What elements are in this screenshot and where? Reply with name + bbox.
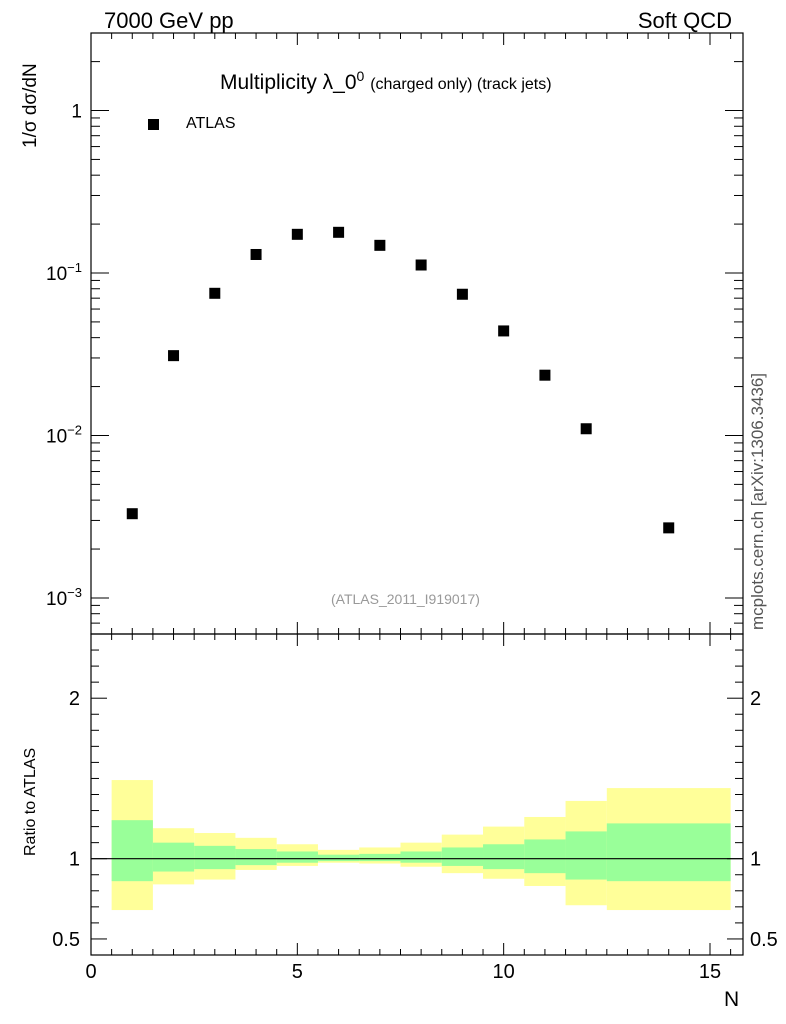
data-point-atlas — [126, 508, 138, 520]
side-reference-label: mcplots.cern.ch [arXiv:1306.3436] — [748, 372, 767, 630]
y-tick-label: 10−1 — [46, 260, 82, 285]
x-tick-label: 15 — [699, 961, 721, 983]
data-point-atlas — [498, 325, 510, 337]
ratio-y-tick-label-left: 0.5 — [52, 929, 80, 951]
ratio-band-inner — [565, 831, 607, 880]
ratio-y-tick-label-right: 0.5 — [750, 929, 778, 951]
ratio-band-inner — [317, 854, 360, 862]
chart-title-main: Multiplicity λ_0 — [220, 71, 357, 94]
ratio-band-inner — [606, 823, 731, 882]
legend-marker-atlas — [148, 119, 159, 130]
ratio-y-tick-label-right: 2 — [750, 688, 761, 710]
data-point-atlas — [580, 423, 592, 435]
ratio-band-inner — [276, 851, 318, 863]
ratio-y-tick-label-left: 2 — [69, 688, 80, 710]
top-y-axis-label: 1/σ dσ/dN — [20, 63, 41, 148]
ratio-band-inner — [524, 839, 566, 874]
ratio-band-inner — [235, 849, 277, 866]
y-tick-label: 1 — [71, 102, 82, 123]
legend-entry-atlas: ATLAS — [186, 115, 236, 132]
ratio-y-axis-label: Ratio to ATLAS — [22, 747, 39, 856]
header-left-label: 7000 GeV pp — [104, 8, 234, 33]
ratio-band-inner — [111, 820, 153, 882]
data-point-atlas — [291, 228, 303, 240]
chart-title: Multiplicity λ_00 (charged only) (track … — [220, 68, 552, 95]
analysis-reference-label: (ATLAS_2011_I919017) — [331, 591, 480, 607]
data-point-atlas — [333, 226, 345, 238]
data-point-atlas — [415, 259, 427, 271]
data-point-atlas — [168, 350, 180, 362]
y-tick-label: 10−3 — [46, 585, 82, 610]
data-point-atlas — [250, 248, 262, 260]
data-point-atlas — [663, 522, 675, 534]
data-point-atlas — [374, 239, 386, 251]
data-point-atlas — [456, 288, 468, 300]
chart-title-sup: 0 — [356, 68, 365, 84]
x-axis-label: N — [724, 988, 740, 1011]
ratio-band-inner — [194, 845, 236, 870]
x-tick-label: 5 — [292, 961, 303, 983]
header-right-label: Soft QCD — [637, 8, 732, 33]
x-tick-label: 10 — [493, 961, 515, 983]
chart-title-sub: (charged only) (track jets) — [370, 76, 552, 93]
x-tick-label: 0 — [85, 961, 96, 983]
data-point-atlas — [539, 369, 551, 381]
ratio-band-inner — [441, 847, 484, 866]
y-tick-label: 10−2 — [46, 422, 82, 447]
ratio-y-tick-label-left: 1 — [69, 849, 80, 871]
ratio-band-inner — [359, 853, 401, 862]
ratio-y-tick-label-right: 1 — [750, 849, 761, 871]
ratio-band-inner — [152, 842, 195, 872]
ratio-band-inner — [483, 844, 525, 870]
data-point-atlas — [209, 287, 221, 299]
ratio-band-inner — [400, 851, 442, 863]
